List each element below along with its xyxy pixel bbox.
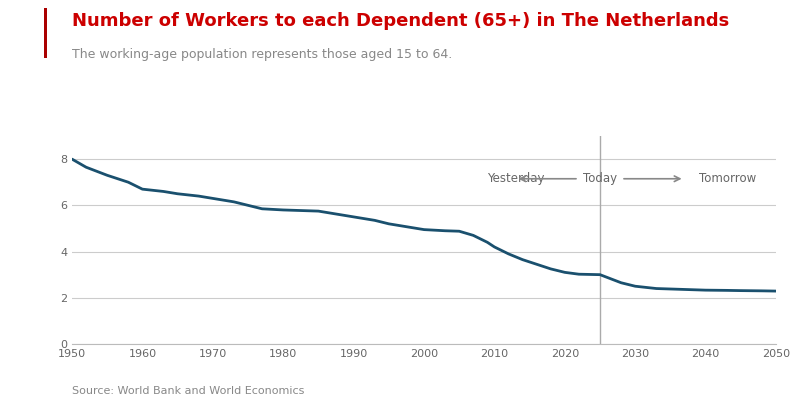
Text: Number of Workers to each Dependent (65+) in The Netherlands: Number of Workers to each Dependent (65+… — [72, 12, 730, 30]
Text: Today: Today — [583, 172, 617, 185]
Text: Source: World Bank and World Economics: Source: World Bank and World Economics — [72, 386, 304, 396]
Text: Tomorrow: Tomorrow — [698, 172, 756, 185]
Text: The working-age population represents those aged 15 to 64.: The working-age population represents th… — [72, 48, 452, 61]
Text: Yesterday: Yesterday — [487, 172, 545, 185]
